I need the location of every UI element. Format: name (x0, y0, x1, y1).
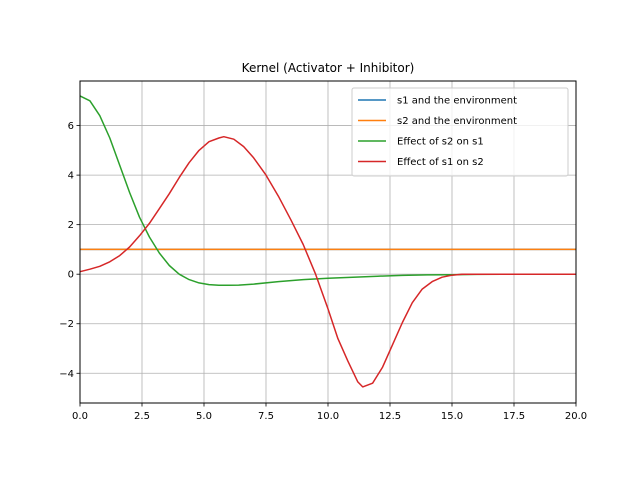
legend: s1 and the environment s2 and the environ… (351, 87, 569, 177)
x-tick-label: 2.5 (134, 411, 150, 422)
x-tick-label: 7.5 (258, 411, 274, 422)
legend-box (351, 87, 569, 177)
y-axis: −4 −2 0 2 4 6 (59, 121, 80, 380)
x-tick-label: 0.0 (72, 411, 88, 422)
legend-label-4: Effect of s1 on s2 (397, 157, 484, 168)
x-tick-label: 5.0 (196, 411, 212, 422)
y-tick-label: 4 (68, 171, 74, 182)
x-tick-label: 12.5 (379, 411, 401, 422)
legend-label-2: s2 and the environment (397, 116, 517, 127)
chart-title: Kernel (Activator + Inhibitor) (242, 61, 415, 75)
x-tick-label: 15.0 (441, 411, 463, 422)
x-tick-label: 10.0 (317, 411, 339, 422)
legend-label-1: s1 and the environment (397, 96, 517, 107)
y-tick-label: −4 (59, 369, 74, 380)
y-tick-label: −2 (59, 319, 74, 330)
series-layer (79, 95, 576, 388)
x-axis: 0.0 2.5 5.0 7.5 10.0 12.5 15.0 17.5 20.0 (72, 403, 587, 422)
legend-label-3: Effect of s2 on s1 (397, 137, 484, 148)
y-tick-label: 0 (68, 270, 74, 281)
x-tick-label: 17.5 (503, 411, 525, 422)
y-tick-label: 2 (68, 220, 74, 231)
x-tick-label: 20.0 (565, 411, 587, 422)
series-line-4 (79, 135, 576, 388)
y-tick-label: 6 (68, 121, 74, 132)
